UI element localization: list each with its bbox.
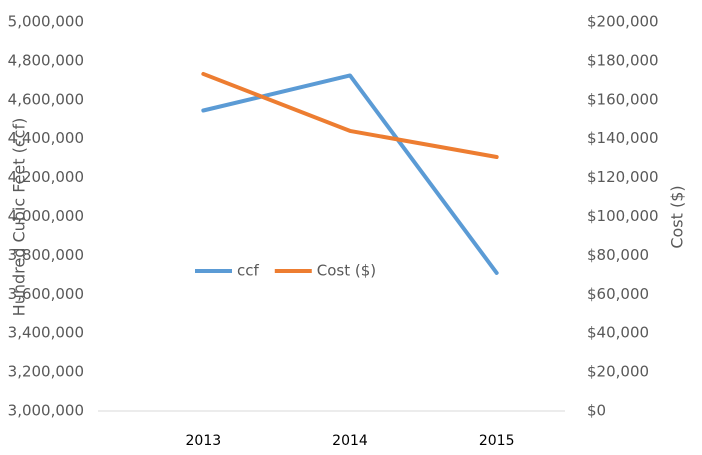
- y-tick-label: 3,600,000: [8, 285, 84, 303]
- y2-tick-label: $120,000: [587, 168, 659, 186]
- x-tick-label: 2013: [186, 433, 222, 449]
- series-line: [201, 71, 499, 159]
- y-tick-label: 4,400,000: [8, 129, 84, 147]
- x-tick-label: 2015: [479, 433, 515, 449]
- y2-tick-label: $160,000: [587, 90, 659, 108]
- y-tick-label: 4,000,000: [8, 207, 84, 225]
- y-tick-label: 3,800,000: [8, 246, 84, 264]
- series-line: [201, 73, 499, 275]
- y-tick-label: 3,200,000: [8, 363, 84, 381]
- y2-tick-label: $140,000: [587, 129, 659, 147]
- y-tick-label: 3,400,000: [8, 324, 84, 342]
- y-tick-label: 4,600,000: [8, 90, 84, 108]
- y2-tick-label: $60,000: [587, 285, 649, 303]
- x-tick-label: 2014: [332, 433, 368, 449]
- y-tick-label: 4,800,000: [8, 51, 84, 69]
- y2-tick-label: $40,000: [587, 324, 649, 342]
- y2-tick-label: $180,000: [587, 51, 659, 69]
- y2-tick-label: $20,000: [587, 363, 649, 381]
- y2-tick-label: $0: [587, 402, 606, 420]
- y2-axis-title: Cost ($): [668, 185, 687, 248]
- y-tick-label: 3,000,000: [8, 402, 84, 420]
- y-tick-label: 4,200,000: [8, 168, 84, 186]
- y2-tick-label: $200,000: [587, 13, 659, 31]
- y-tick-label: 5,000,000: [8, 13, 84, 31]
- y-axis-title: Hundred Cubic Feet (ccf): [10, 118, 29, 317]
- y2-tick-label: $100,000: [587, 207, 659, 225]
- legend-label: Cost ($): [317, 262, 376, 280]
- y2-tick-label: $80,000: [587, 246, 649, 264]
- legend-label: ccf: [237, 262, 259, 280]
